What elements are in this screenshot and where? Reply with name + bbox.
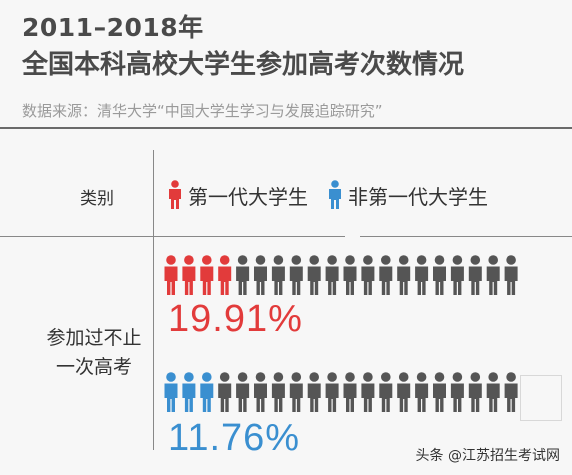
person-icon-4 bbox=[236, 372, 250, 412]
person-icon-11 bbox=[361, 372, 375, 412]
row-label: 参加过不止 一次高考 bbox=[46, 327, 142, 378]
legend-first-gen: 第一代大学生 bbox=[168, 180, 308, 210]
title-divider bbox=[0, 127, 572, 129]
person-icon-2 bbox=[200, 372, 214, 412]
person-icon bbox=[329, 180, 341, 209]
person-icon-12 bbox=[379, 255, 393, 295]
person-icon-4 bbox=[236, 255, 250, 295]
person-icon-9 bbox=[325, 255, 339, 295]
person-icon-10 bbox=[343, 255, 357, 295]
legend-non-first-gen: 非第一代大学生 bbox=[328, 180, 488, 210]
person-icon-5 bbox=[254, 255, 267, 295]
person-icon-0 bbox=[164, 255, 178, 295]
person-icon-16 bbox=[450, 255, 464, 295]
person-icon-13 bbox=[397, 255, 411, 295]
data-source-note: 数据来源：清华大学“中国大学生学习与发展追踪研究” bbox=[22, 102, 383, 120]
chart-title-year: 2011–2018年 bbox=[22, 13, 204, 42]
first-gen-percentage: 19.91% bbox=[168, 298, 303, 340]
person-icon-11 bbox=[361, 255, 375, 295]
person-icon-17 bbox=[468, 255, 482, 295]
watermark-box bbox=[520, 375, 562, 421]
non-first-gen-icon-row bbox=[164, 372, 518, 412]
person-icon-3 bbox=[218, 255, 232, 295]
person-icon-15 bbox=[433, 255, 446, 295]
person-icon-19 bbox=[504, 255, 518, 295]
person-icon-17 bbox=[468, 372, 482, 412]
person-icon-18 bbox=[486, 372, 500, 412]
person-icon-8 bbox=[307, 372, 321, 412]
person-icon-8 bbox=[307, 255, 321, 295]
column-divider bbox=[153, 150, 154, 450]
person-icon-19 bbox=[504, 372, 518, 412]
first-gen-icon-row bbox=[164, 255, 518, 295]
legend-first-gen-label: 第一代大学生 bbox=[188, 184, 308, 209]
person-icon-18 bbox=[486, 255, 500, 295]
person-icon-2 bbox=[200, 255, 214, 295]
footer-credit: 头条 @江苏招生考试网 bbox=[415, 448, 560, 464]
person-icon-1 bbox=[182, 255, 196, 295]
person-icon-6 bbox=[271, 255, 285, 295]
person-icon-10 bbox=[343, 372, 357, 412]
person-icon-5 bbox=[254, 372, 267, 412]
category-header: 类别 bbox=[80, 189, 114, 209]
person-icon-6 bbox=[271, 372, 285, 412]
person-icon-9 bbox=[325, 372, 339, 412]
person-icon-13 bbox=[397, 372, 411, 412]
header-divider-left bbox=[0, 236, 345, 237]
person-icon-14 bbox=[415, 255, 429, 295]
person-icon bbox=[169, 180, 181, 209]
person-icon-7 bbox=[289, 255, 303, 295]
chart-title: 全国本科高校大学生参加高考次数情况 bbox=[22, 50, 465, 80]
person-icon-3 bbox=[218, 372, 232, 412]
person-icon-12 bbox=[379, 372, 393, 412]
person-icon-1 bbox=[182, 372, 196, 412]
non-first-gen-percentage: 11.76% bbox=[168, 417, 301, 459]
legend-non-first-gen-label: 非第一代大学生 bbox=[348, 184, 488, 209]
header-divider-right bbox=[360, 236, 572, 237]
person-icon-14 bbox=[415, 372, 429, 412]
person-icon-7 bbox=[289, 372, 303, 412]
person-icon-0 bbox=[164, 372, 178, 412]
person-icon-15 bbox=[433, 372, 446, 412]
person-icon-16 bbox=[450, 372, 464, 412]
